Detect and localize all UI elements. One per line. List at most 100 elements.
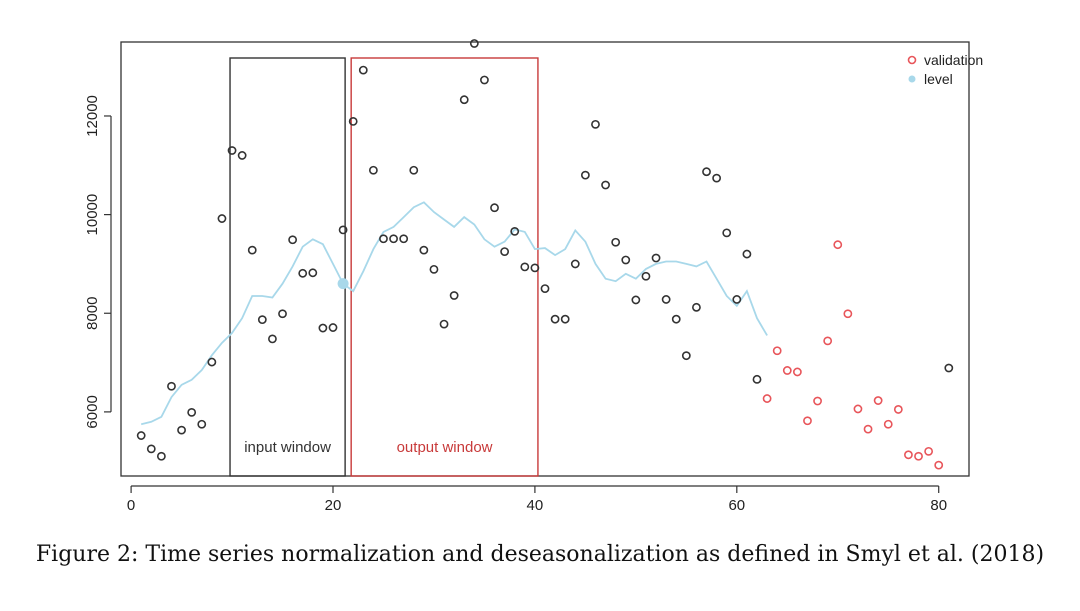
observation-point: [621, 255, 631, 265]
observation-point: [227, 146, 237, 155]
observation-point: [580, 170, 590, 180]
observation-point: [268, 334, 277, 344]
observation-point: [318, 323, 328, 333]
observation-point: [348, 117, 358, 126]
validation-point: [792, 367, 802, 377]
validation-point: [924, 446, 934, 456]
observation-point: [379, 234, 388, 244]
observation-point: [298, 268, 308, 278]
x-tick-label: 40: [527, 497, 544, 514]
observation-point: [358, 65, 368, 75]
axes-layer: 0 20 40 60 80 6000 8000 10000 12000: [84, 95, 947, 514]
validation-point: [772, 346, 782, 356]
observation-point: [449, 291, 459, 300]
y-tick-label: 12000: [84, 95, 101, 137]
validation-point: [823, 336, 833, 346]
observation-point: [389, 234, 398, 244]
observation-point: [611, 237, 621, 247]
observation-point: [136, 431, 146, 440]
observation-point: [601, 180, 610, 190]
observation-point: [429, 264, 439, 274]
points-layer: [136, 39, 954, 470]
level-layer: [140, 201, 768, 426]
validation-point: [863, 424, 873, 434]
observation-point: [409, 165, 419, 175]
observation-point: [459, 95, 469, 105]
observation-point: [217, 214, 227, 223]
validation-point: [833, 240, 843, 250]
observation-point: [288, 235, 298, 245]
legend-label: level: [924, 71, 953, 87]
legend-label: validation: [924, 52, 983, 68]
validation-point: [873, 396, 883, 405]
observation-point: [167, 381, 176, 391]
observation-point: [146, 444, 156, 454]
observation-point: [712, 173, 722, 183]
y-tick-label: 10000: [84, 194, 101, 236]
x-tick-label: 0: [127, 497, 135, 514]
observation-point: [439, 319, 449, 329]
observation-point: [469, 39, 479, 48]
observation-point: [308, 268, 318, 278]
observation-point: [540, 284, 550, 293]
observation-point: [278, 309, 287, 319]
y-tick-label: 8000: [84, 297, 101, 330]
observation-point: [419, 245, 429, 255]
validation-point: [843, 309, 853, 319]
observation-point: [177, 425, 186, 435]
observation-point: [722, 228, 732, 238]
observation-point: [570, 259, 580, 269]
validation-point: [934, 460, 944, 470]
validation-point: [782, 366, 792, 375]
observation-point: [651, 253, 661, 263]
input-window-label: input window: [244, 439, 331, 456]
validation-point: [883, 419, 893, 429]
x-tick-label: 80: [930, 497, 947, 514]
observation-point: [480, 75, 489, 85]
validation-point: [813, 396, 822, 406]
observation-point: [247, 245, 257, 255]
time-series-chart: input window output window 0 20 40 60 80 6000 8…: [84, 39, 983, 514]
observation-point: [631, 295, 641, 305]
observation-point: [197, 419, 207, 429]
plot-frame: [120, 41, 970, 477]
level-point: [337, 278, 349, 290]
observation-point: [490, 203, 499, 213]
x-tick-label: 20: [325, 497, 342, 514]
observation-point: [257, 315, 267, 325]
observation-point: [156, 451, 166, 461]
validation-point: [853, 404, 863, 414]
observation-point: [530, 263, 540, 273]
observation-point: [591, 119, 600, 129]
figure-caption: Figure 2: Time series normalization and …: [35, 542, 1045, 567]
observation-point: [692, 302, 701, 312]
observation-point: [671, 314, 681, 324]
validation-point: [893, 405, 903, 414]
validation-point: [803, 416, 812, 426]
observation-point: [237, 151, 247, 160]
y-tick-label: 6000: [84, 395, 101, 428]
validation-point: [914, 451, 923, 461]
observation-point: [399, 234, 409, 244]
observation-point: [742, 249, 752, 259]
observation-point: [510, 226, 520, 236]
observation-point: [661, 295, 671, 304]
observation-point: [681, 351, 691, 361]
observation-point: [732, 295, 742, 304]
legend: validation level: [907, 52, 983, 87]
observation-point: [328, 323, 338, 332]
observation-point: [944, 363, 954, 373]
observation-point: [187, 407, 197, 417]
observation-point: [207, 357, 217, 367]
output-window-label: output window: [397, 439, 493, 456]
observation-point: [560, 314, 570, 324]
level-line: [140, 201, 768, 426]
legend-marker-validation: [907, 55, 917, 65]
observation-point: [641, 271, 651, 281]
observation-point: [338, 225, 348, 235]
x-tick-label: 60: [728, 497, 745, 514]
input-window-box: [229, 57, 346, 477]
legend-marker-level: [908, 75, 916, 83]
observation-point: [368, 165, 378, 175]
observation-point: [752, 374, 762, 384]
